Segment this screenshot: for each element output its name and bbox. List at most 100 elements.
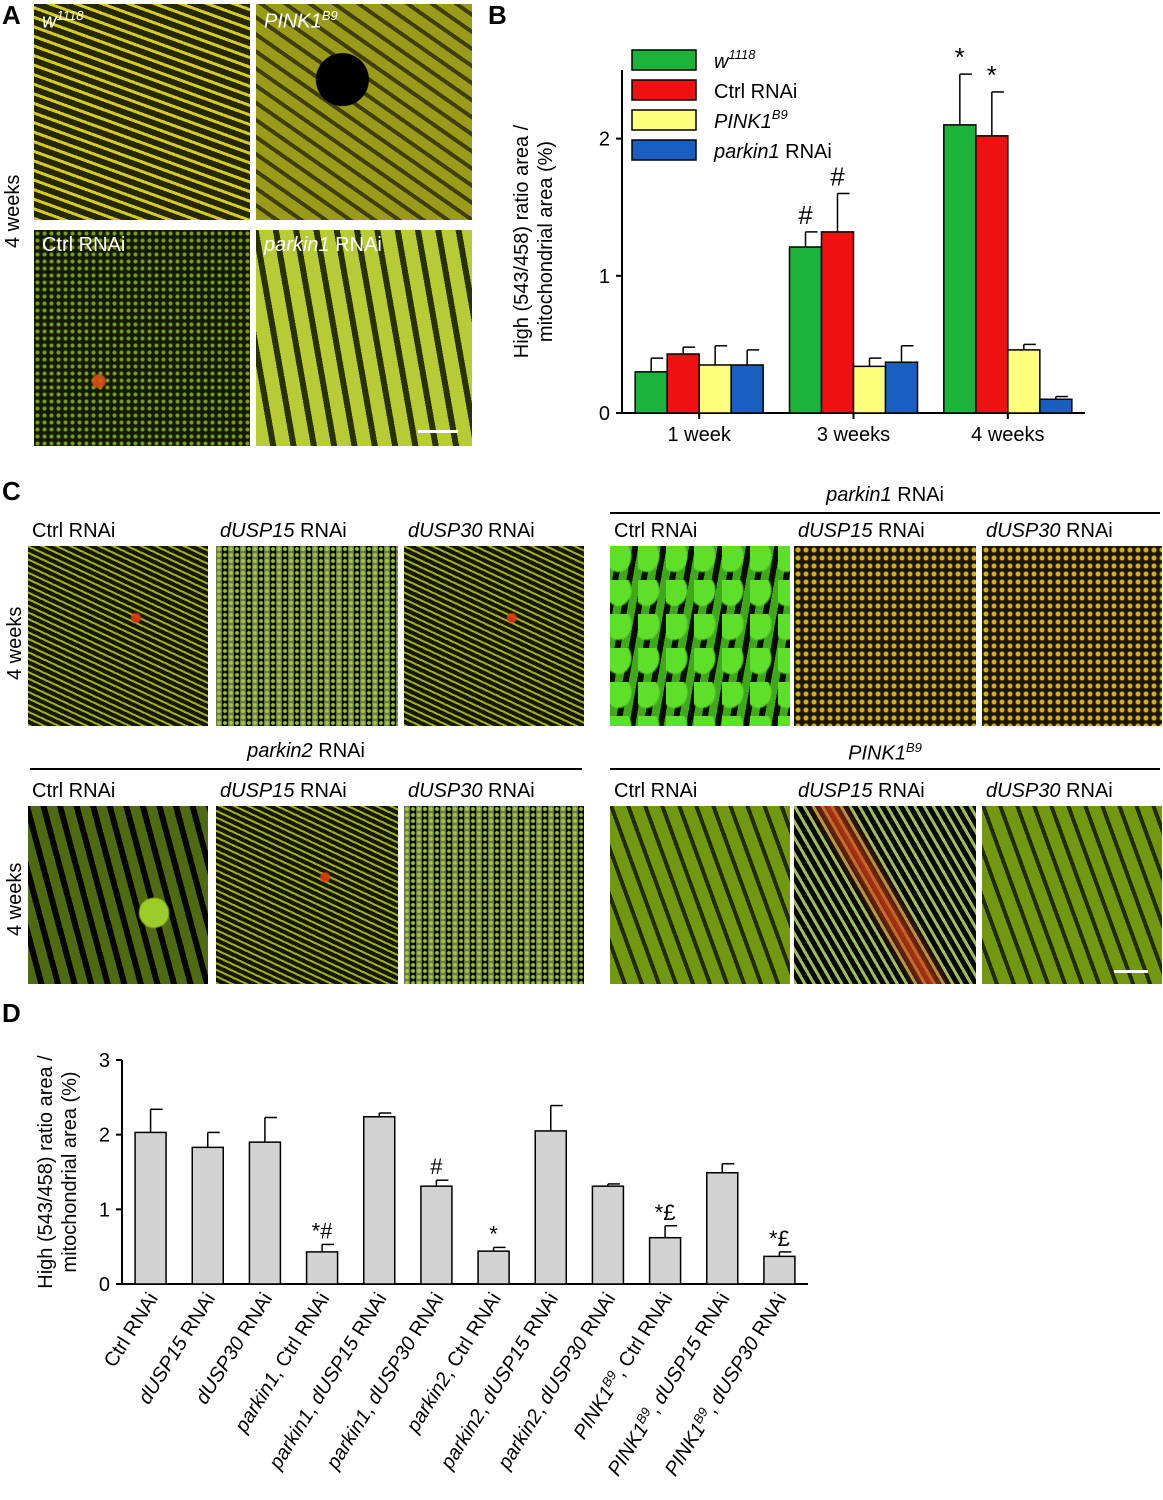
legend-label: PINK1B9 [714,107,788,133]
micrograph-label-main: PINK1 [264,10,322,33]
panel-a-micrograph: w1118 [34,4,250,220]
column-label-gene: dUSP15 [798,780,873,802]
bar [788,246,823,414]
column-label-gene: dUSP15 [220,520,295,542]
panel-c-micrograph [610,806,790,984]
panel-c-side-label-bottom: 4 weeks [4,862,26,936]
legend-label-main: w [714,51,730,73]
column-label-rest: Ctrl RNAi [32,780,116,802]
micrograph-label-main: w [42,10,57,33]
x-tick-label-part: dUSP30 [363,1333,421,1408]
x-tick-label: 3 weeks [817,424,890,446]
panel-a-micrograph: Ctrl RNAi [34,230,250,446]
significance-mark: * [955,42,965,72]
panel-c-column-label: dUSP30 RNAi [408,520,535,543]
x-tick-label-part: RNAi [345,1289,391,1345]
panel-c-micrograph [610,546,790,726]
x-tick-label-part: RNAi [688,1289,734,1345]
x-tick-label-part: dUSP30 [191,1333,249,1408]
y-tick-label: 1 [599,266,610,288]
bar [820,231,855,414]
legend-swatch [631,109,697,131]
x-tick-label-part: RNAi [402,1289,448,1345]
scale-bar [1114,970,1148,973]
bar [706,1171,739,1285]
panel-c-column-label: dUSP15 RNAi [798,780,925,803]
x-tick-label-part: RNAi [174,1289,220,1345]
y-tick-label: 1 [99,1199,110,1221]
significance-mark: *£ [769,1226,790,1251]
legend-label-main: Ctrl RNAi [714,81,797,103]
x-tick-label-part: B9 [632,1405,653,1426]
bar [134,1131,167,1285]
x-tick-label-part: parkin1 [322,1406,376,1474]
legend-label-suffix: RNAi [780,141,832,163]
column-label-rest: RNAi [482,520,535,542]
y-axis-label-line: mitochondrial area (%) [59,1071,81,1272]
micrograph-label-main: Ctrl RNAi [42,234,126,256]
y-axis-label-line: mitochondrial area (%) [535,141,557,342]
bar [248,1141,282,1285]
group-title-pink1-main: PINK1 [848,742,906,765]
bar [191,1146,224,1285]
significance-mark: *£ [655,1200,676,1225]
legend-label-sup: 1118 [728,47,756,62]
panel-d-bar-chart: 0 1 2 3 High (543/458) ratio area / mitochond… [35,1050,808,1480]
column-label-rest: RNAi [482,780,535,802]
legend-swatch [631,139,697,161]
column-label-rest: RNAi [1060,780,1113,802]
micrograph-label: parkin1 RNAi [264,234,382,257]
column-label-rest: Ctrl RNAi [614,780,698,802]
panel-c-column-label: Ctrl RNAi [32,780,115,803]
panel-c-column-label: dUSP15 RNAi [220,520,347,543]
legend-label: Ctrl RNAi [714,81,797,103]
bar [698,364,732,414]
panel-c-side-label-top: 4 weeks [4,606,26,680]
x-tick-label-part: PINK1 [661,1419,710,1480]
group-title-parkin2: parkin2 RNAi [30,740,582,763]
x-tick-label-part: dUSP30 [706,1333,764,1408]
bar [534,1130,567,1285]
x-tick-label-part: dUSP15 [134,1333,193,1409]
significance-mark: * [987,60,997,90]
column-label-gene: dUSP15 [220,780,295,802]
significance-mark: *# [312,1218,334,1243]
group-title-parkin2-rule [30,768,582,770]
y-axis-label-line: High (543/458) ratio area / [511,124,533,358]
x-tick-label-part: parkin1 [264,1406,318,1474]
column-label-gene: dUSP15 [798,520,873,542]
panel-c-micrograph [28,806,208,984]
column-label-gene: dUSP30 [986,520,1061,542]
legend-label-main: PINK1 [714,111,772,133]
bar [477,1250,510,1285]
panel-c-column-label: Ctrl RNAi [614,520,697,543]
bar [666,353,700,414]
x-tick-label: Ctrl RNAi [100,1289,163,1371]
bar [1039,398,1073,414]
significance-mark: # [830,161,845,191]
panel-c-micrograph [982,806,1162,984]
group-title-parkin1-main: parkin1 [826,484,892,506]
y-tick-label: 0 [599,403,610,425]
x-tick-label-part: parkin1 [230,1369,284,1437]
column-label-rest: RNAi [872,780,925,802]
y-axis-label: High (543/458) ratio area / mitochondrial… [35,1055,81,1289]
significance-mark: * [489,1221,498,1246]
column-label-gene: dUSP30 [408,780,483,802]
x-tick-label-part: RNAi [745,1289,791,1345]
significance-mark: # [798,200,813,230]
panel-a-letter: A [2,0,21,30]
micrograph-label-sup: B9 [321,8,338,23]
column-label-rest: Ctrl RNAi [32,520,116,542]
panel-c-column-label: dUSP30 RNAi [986,780,1113,803]
x-tick-label-part: Ctrl RNAi [100,1289,163,1371]
panel-c-micrograph [216,546,398,726]
panel-c-column-label: dUSP30 RNAi [986,520,1113,543]
legend-label-sup: B9 [772,107,788,122]
x-tick-label: 4 weeks [971,424,1044,446]
bar [634,371,668,414]
x-tick-label-part: RNAi [231,1289,277,1345]
panel-a-side-label: 4 weeks [2,174,24,248]
bar [975,135,1009,414]
panel-c-micrograph [404,806,584,984]
